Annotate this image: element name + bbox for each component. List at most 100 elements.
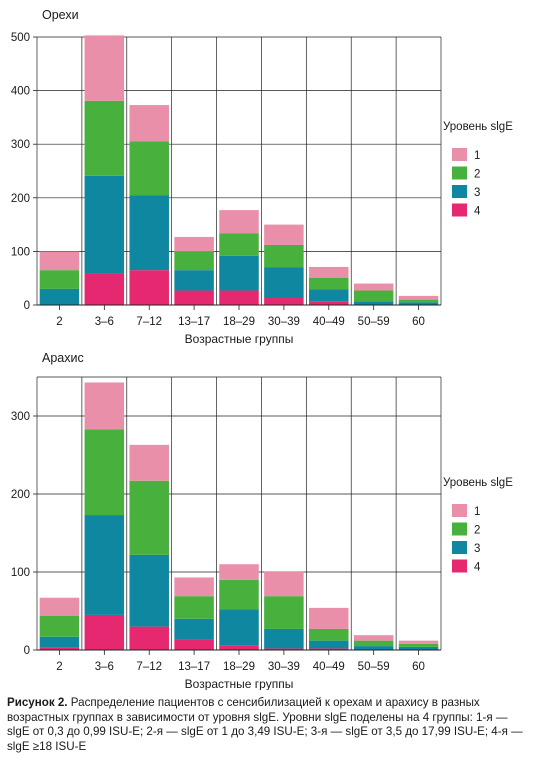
legend-label: 3 [474, 187, 480, 199]
y-tick-label: 400 [11, 86, 30, 98]
bar-segment-level-3 [264, 267, 304, 299]
legend-swatch-2 [452, 522, 467, 536]
bar-segment-level-2 [84, 100, 125, 176]
bar-segment-level-2 [398, 643, 439, 647]
legend-swatch-1 [452, 148, 467, 161]
x-tick-label: 13–17 [178, 316, 210, 328]
bar-segment-level-4 [174, 639, 214, 650]
legend-swatch-1 [452, 504, 467, 517]
y-tick-label: 0 [24, 300, 30, 312]
legend-swatch-4 [452, 203, 467, 217]
bar-segment-level-2 [264, 244, 304, 268]
bar-segment-level-1 [353, 283, 394, 291]
bars [39, 382, 439, 650]
bar-segment-level-2 [309, 277, 349, 290]
legend-label: 1 [474, 506, 480, 518]
bar-segment-level-1 [264, 571, 304, 597]
x-tick-label: 13–17 [178, 661, 210, 673]
bar-segment-level-3 [84, 175, 125, 274]
bar-segment-level-1 [353, 635, 394, 641]
bar-segment-level-4 [219, 290, 259, 305]
bar-segment-level-3 [174, 618, 214, 640]
x-tick-label: 50–59 [358, 316, 390, 328]
legend-label: 3 [474, 543, 480, 555]
x-tick-label: 30–39 [268, 316, 300, 328]
bar-segment-level-4 [84, 273, 125, 305]
bar-segment-level-2 [174, 251, 214, 271]
y-tick-label: 500 [11, 32, 30, 44]
bar-segment-level-2 [84, 429, 125, 516]
bar-segment-level-3 [309, 640, 349, 649]
bar-segment-level-2 [219, 579, 259, 610]
x-axis-label: Возрастные группы [185, 677, 294, 690]
legend-label: 4 [474, 206, 481, 218]
legend-label: 1 [474, 150, 480, 162]
x-tick-label: 7–12 [136, 316, 162, 328]
bar-segment-level-4 [129, 270, 169, 305]
bar-segment-level-2 [39, 270, 80, 289]
bar-segment-level-2 [129, 480, 169, 555]
bar-segment-level-3 [84, 515, 125, 615]
x-tick-label: 18–29 [223, 316, 255, 328]
x-tick-label: 7–12 [136, 661, 162, 673]
x-tick-label: 40–49 [313, 661, 345, 673]
y-tick-label: 300 [11, 411, 30, 423]
bar-segment-level-3 [353, 301, 394, 305]
bar-segment-level-4 [309, 648, 349, 650]
bar-segment-level-1 [174, 577, 214, 597]
x-tick-label: 60 [412, 661, 425, 673]
x-tick-label: 18–29 [223, 661, 255, 673]
bar-segment-level-4 [174, 290, 214, 305]
bar-segment-level-4 [84, 614, 125, 650]
legend-label: 4 [474, 562, 481, 574]
bar-segment-level-2 [219, 233, 259, 256]
chart-1: 0 100 200 300 400 500 2 3–6 7–12 13–17 18–29 30–39 4… [11, 8, 513, 346]
bar-segment-level-1 [129, 444, 169, 481]
bar-segment-level-4 [39, 647, 80, 650]
bar-segment-level-1 [129, 105, 169, 142]
bar-segment-level-3 [129, 554, 169, 627]
bar-segment-level-4 [264, 648, 304, 650]
legend-swatch-2 [452, 166, 467, 180]
bar-segment-level-1 [39, 251, 80, 271]
bar-segment-level-2 [398, 299, 439, 303]
legend-label: 2 [474, 525, 480, 537]
caption-text: Распределение пациентов с сенсибилизацие… [7, 696, 523, 753]
bar-segment-level-1 [398, 640, 439, 644]
bar-segment-level-2 [39, 615, 80, 637]
bar-segment-level-3 [353, 646, 394, 650]
bar-segment-level-3 [219, 255, 259, 291]
y-tick-label: 200 [11, 489, 30, 501]
legend-swatch-3 [452, 541, 467, 554]
bar-segment-level-4 [129, 626, 169, 650]
bar-segment-level-3 [39, 288, 80, 305]
figure-caption: Рисунок 2. Распределение пациентов с сен… [7, 696, 527, 754]
bar-segment-level-3 [129, 195, 169, 271]
legend-label: 2 [474, 169, 480, 181]
x-tick-label: 3–6 [95, 316, 114, 328]
bar-segment-level-1 [264, 224, 304, 245]
bar-segment-level-2 [174, 596, 214, 619]
x-tick-label: 3–6 [95, 661, 114, 673]
bar-segment-level-3 [219, 609, 259, 646]
x-tick-label: 50–59 [358, 661, 390, 673]
chart-title: Орехи [42, 8, 79, 22]
legend-title: Уровень slgE [443, 477, 513, 489]
caption-label: Рисунок 2. [7, 696, 68, 709]
x-tick-label: 40–49 [313, 316, 345, 328]
bar-segment-level-3 [264, 628, 304, 649]
y-tick-label: 0 [24, 645, 30, 657]
bar-segment-level-1 [398, 295, 439, 300]
bar-segment-level-4 [309, 301, 349, 305]
legend-swatch-3 [452, 185, 467, 198]
x-tick-label: 30–39 [268, 661, 300, 673]
bar-segment-level-1 [174, 236, 214, 252]
bar-segment-level-3 [39, 636, 80, 648]
bar-segment-level-2 [264, 596, 304, 629]
bar-segment-level-1 [219, 564, 259, 580]
bar-segment-level-1 [219, 210, 259, 234]
y-tick-label: 200 [11, 193, 30, 205]
bar-segment-level-2 [353, 290, 394, 302]
x-tick-label: 60 [412, 316, 425, 328]
x-tick-label: 2 [56, 316, 62, 328]
